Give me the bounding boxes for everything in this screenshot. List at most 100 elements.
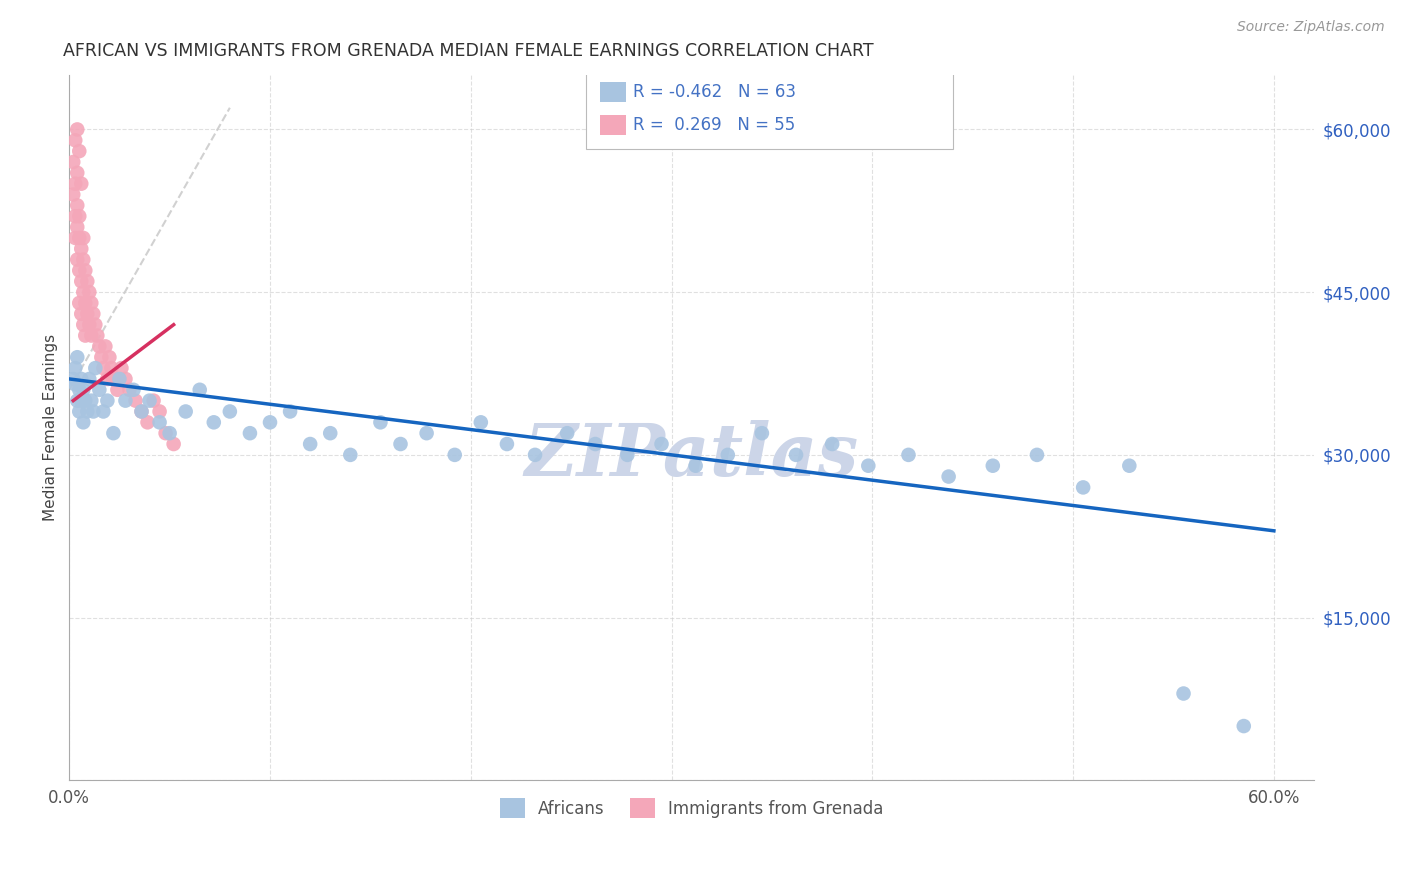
Point xyxy=(86,328,108,343)
Point xyxy=(148,404,170,418)
Point xyxy=(93,361,115,376)
Point xyxy=(259,415,281,429)
Point xyxy=(72,285,94,300)
Point xyxy=(65,209,87,223)
Point xyxy=(821,437,844,451)
Point xyxy=(72,415,94,429)
Point xyxy=(555,426,578,441)
Point xyxy=(131,404,153,418)
Point xyxy=(79,285,101,300)
Point xyxy=(496,437,519,451)
Point xyxy=(62,187,84,202)
Point xyxy=(278,404,301,418)
Bar xyxy=(599,115,626,135)
Legend: Africans, Immigrants from Grenada: Africans, Immigrants from Grenada xyxy=(494,791,890,825)
Point xyxy=(72,231,94,245)
Point xyxy=(122,383,145,397)
Point xyxy=(67,209,90,223)
Point xyxy=(299,437,322,451)
Point xyxy=(65,177,87,191)
Point xyxy=(96,372,118,386)
Point xyxy=(114,372,136,386)
FancyBboxPatch shape xyxy=(586,71,953,149)
Point xyxy=(79,318,101,332)
Point xyxy=(67,296,90,310)
Point xyxy=(616,448,638,462)
Point xyxy=(1071,480,1094,494)
Point xyxy=(89,339,111,353)
Bar xyxy=(599,82,626,102)
Point xyxy=(70,274,93,288)
Point xyxy=(67,231,90,245)
Point xyxy=(389,437,412,451)
Point xyxy=(90,350,112,364)
Point xyxy=(188,383,211,397)
Point xyxy=(785,448,807,462)
Text: ZIPatlas: ZIPatlas xyxy=(524,420,859,491)
Point xyxy=(1026,448,1049,462)
Point xyxy=(142,393,165,408)
Point xyxy=(67,383,90,397)
Point xyxy=(79,372,101,386)
Point xyxy=(148,415,170,429)
Point xyxy=(124,393,146,408)
Point xyxy=(685,458,707,473)
Point xyxy=(162,437,184,451)
Point xyxy=(218,404,240,418)
Point xyxy=(89,383,111,397)
Point xyxy=(108,372,131,386)
Point xyxy=(65,133,87,147)
Point xyxy=(415,426,437,441)
Point xyxy=(75,393,97,408)
Point xyxy=(470,415,492,429)
Point xyxy=(65,231,87,245)
Point xyxy=(100,361,122,376)
Text: R = -0.462   N = 63: R = -0.462 N = 63 xyxy=(633,83,796,101)
Point xyxy=(110,361,132,376)
Point xyxy=(319,426,342,441)
Point xyxy=(96,393,118,408)
Point xyxy=(131,404,153,418)
Point xyxy=(76,307,98,321)
Point xyxy=(443,448,465,462)
Point xyxy=(202,415,225,429)
Point xyxy=(75,296,97,310)
Point xyxy=(107,383,129,397)
Point xyxy=(80,328,103,343)
Point xyxy=(65,361,87,376)
Point xyxy=(981,458,1004,473)
Text: AFRICAN VS IMMIGRANTS FROM GRENADA MEDIAN FEMALE EARNINGS CORRELATION CHART: AFRICAN VS IMMIGRANTS FROM GRENADA MEDIA… xyxy=(63,42,873,60)
Point xyxy=(66,252,89,267)
Point xyxy=(118,383,141,397)
Point xyxy=(70,242,93,256)
Point xyxy=(72,383,94,397)
Point xyxy=(751,426,773,441)
Point xyxy=(524,448,547,462)
Point xyxy=(717,448,740,462)
Point xyxy=(76,404,98,418)
Point xyxy=(858,458,880,473)
Text: Source: ZipAtlas.com: Source: ZipAtlas.com xyxy=(1237,20,1385,34)
Point xyxy=(76,274,98,288)
Point xyxy=(62,372,84,386)
Point xyxy=(370,415,392,429)
Point xyxy=(93,404,115,418)
Point xyxy=(66,122,89,136)
Y-axis label: Median Female Earnings: Median Female Earnings xyxy=(44,334,58,521)
Point xyxy=(138,393,160,408)
Point xyxy=(66,166,89,180)
Point xyxy=(75,263,97,277)
Point xyxy=(239,426,262,441)
Point xyxy=(66,393,89,408)
Point xyxy=(82,307,104,321)
Point xyxy=(98,350,121,364)
Point xyxy=(174,404,197,418)
Point xyxy=(70,177,93,191)
Point xyxy=(70,307,93,321)
Point xyxy=(938,469,960,483)
Point xyxy=(114,393,136,408)
Point xyxy=(80,296,103,310)
Point xyxy=(583,437,606,451)
Point xyxy=(67,404,90,418)
Point xyxy=(339,448,361,462)
